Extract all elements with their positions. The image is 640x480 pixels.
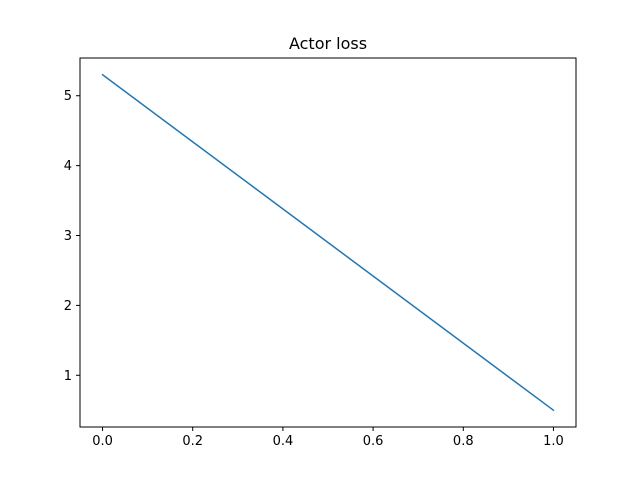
- series-line-0: [101, 73, 555, 412]
- x-tick-label: 0.6: [363, 434, 384, 449]
- series-layer: [101, 73, 555, 412]
- y-tick-label: 5: [64, 89, 72, 104]
- x-axis: 0.0 0.2 0.4 0.6 0.8 1.0: [92, 427, 564, 449]
- plot-area: [79, 57, 577, 428]
- x-tick-label: 0.2: [182, 434, 203, 449]
- x-tick-label: 1.0: [543, 434, 564, 449]
- y-tick-label: 3: [64, 229, 72, 244]
- plot-frame: [79, 57, 577, 428]
- y-tick-label: 4: [64, 159, 72, 174]
- y-tick-label: 2: [64, 299, 72, 314]
- x-tick-label: 0.4: [273, 434, 294, 449]
- x-tick-label: 0.0: [92, 434, 113, 449]
- y-tick-label: 1: [64, 369, 72, 384]
- chart-title: Actor loss: [289, 34, 367, 53]
- y-axis: 1 2 3 4 5: [64, 89, 80, 384]
- x-tick-label: 0.8: [453, 434, 474, 449]
